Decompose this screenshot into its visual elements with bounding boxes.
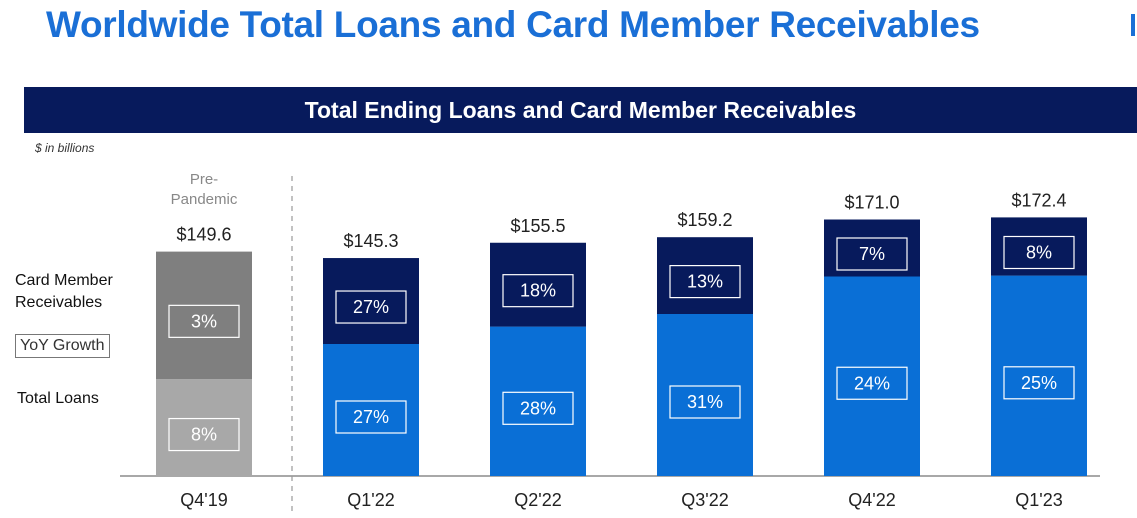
- bar-total-loans: [824, 276, 920, 476]
- yoy-label-loans: 27%: [353, 407, 389, 427]
- total-value-label: $171.0: [844, 193, 899, 213]
- bar-card-member-receivables: [490, 242, 586, 327]
- x-tick-label: Q4'22: [848, 490, 895, 510]
- yoy-label-receivables: 18%: [520, 281, 556, 301]
- unit-note: $ in billions: [35, 141, 95, 155]
- bar-total-loans: [657, 314, 753, 476]
- yoy-box-loans: [669, 385, 741, 419]
- yoy-label-receivables: 7%: [859, 244, 885, 264]
- x-tick-label: Q3'22: [681, 490, 728, 510]
- bar-card-member-receivables: [657, 237, 753, 314]
- bar-card-member-receivables: [156, 251, 252, 380]
- yoy-box-receivables: [1003, 235, 1075, 270]
- yoy-box-receivables: [168, 304, 240, 338]
- yoy-label-loans: 31%: [687, 392, 723, 412]
- bar-total-loans: [323, 344, 419, 476]
- x-tick-label: Q2'22: [514, 490, 561, 510]
- yoy-label-loans: 8%: [191, 425, 217, 445]
- legend-yoy-growth: YoY Growth: [15, 334, 110, 358]
- legend-total-loans: Total Loans: [17, 390, 99, 407]
- bar-card-member-receivables: [991, 217, 1087, 276]
- page-title: Worldwide Total Loans and Card Member Re…: [46, 4, 980, 45]
- total-value-label: $172.4: [1011, 190, 1066, 210]
- x-tick-label: Q1'23: [1015, 490, 1062, 510]
- total-value-label: $159.2: [677, 210, 732, 230]
- yoy-box-loans: [168, 417, 240, 452]
- x-tick-label: Q4'19: [180, 490, 227, 510]
- legend-card-member-receivables: Card Member Receivables: [15, 272, 113, 311]
- yoy-box-loans: [1003, 366, 1075, 400]
- total-value-label: $155.5: [510, 216, 565, 236]
- pre-pandemic-annotation: Pandemic: [171, 191, 238, 208]
- bar-total-loans: [991, 275, 1087, 476]
- bar-total-loans: [156, 379, 252, 476]
- yoy-box-receivables: [335, 290, 407, 324]
- yoy-box-receivables: [836, 237, 908, 271]
- yoy-box-loans: [502, 391, 574, 425]
- bar-total-loans: [490, 326, 586, 476]
- yoy-label-loans: 24%: [854, 373, 890, 393]
- total-value-label: $145.3: [343, 231, 398, 251]
- x-tick-label: Q1'22: [347, 490, 394, 510]
- chart-banner: Total Ending Loans and Card Member Recei…: [24, 87, 1137, 133]
- bar-card-member-receivables: [323, 258, 419, 344]
- pre-pandemic-annotation: Pre-: [190, 171, 218, 188]
- yoy-label-loans: 25%: [1021, 373, 1057, 393]
- edge-accent: [1131, 14, 1135, 36]
- yoy-box-loans: [836, 366, 908, 400]
- yoy-label-receivables: 13%: [687, 272, 723, 292]
- yoy-box-receivables: [669, 265, 741, 299]
- yoy-label-receivables: 27%: [353, 297, 389, 317]
- yoy-box-loans: [335, 400, 407, 434]
- bar-card-member-receivables: [824, 219, 920, 277]
- yoy-box-receivables: [502, 274, 574, 308]
- yoy-label-receivables: 8%: [1026, 243, 1052, 263]
- total-value-label: $149.6: [176, 225, 231, 245]
- yoy-label-receivables: 3%: [191, 311, 217, 331]
- yoy-label-loans: 28%: [520, 398, 556, 418]
